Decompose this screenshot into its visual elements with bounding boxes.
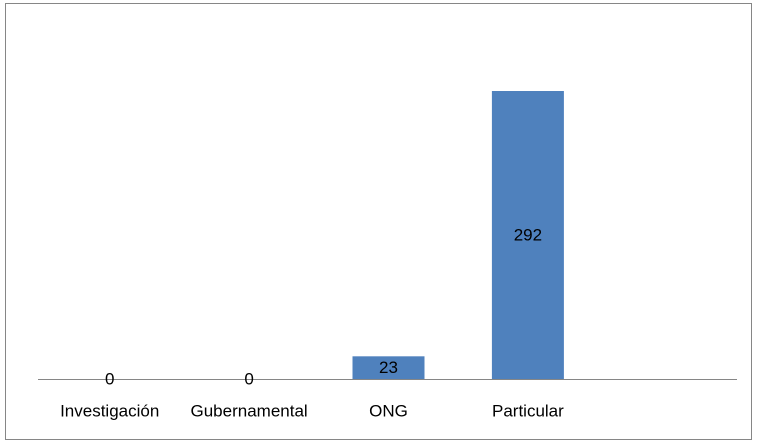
x-tick-label: Gubernamental [191,401,308,420]
x-tick-label: ONG [369,401,408,420]
data-label: 23 [379,358,398,377]
data-label: 0 [105,369,114,388]
data-label: 0 [244,369,253,388]
data-label: 292 [514,225,542,244]
x-tick-label: Investigación [60,401,159,420]
bar [352,356,425,379]
x-tick-label: Particular [492,401,564,420]
bar [491,91,564,379]
